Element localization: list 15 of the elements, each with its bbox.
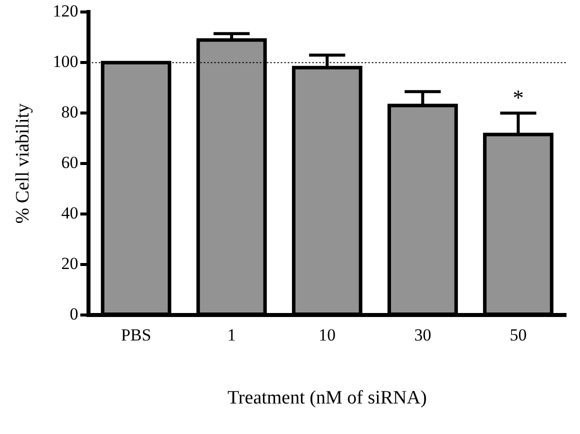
- y-tick-label: 40: [61, 203, 78, 222]
- x-tick-label: 10: [318, 325, 336, 344]
- y-axis-title: % Cell viability: [12, 102, 34, 224]
- y-tick-label: 80: [61, 102, 78, 122]
- x-tick-label: 1: [227, 325, 236, 344]
- y-tick-label: 0: [70, 304, 78, 324]
- y-tick-label: 100: [52, 52, 78, 72]
- y-tick-label: 20: [61, 254, 78, 273]
- annotation: *: [512, 84, 524, 110]
- x-axis-title: Treatment (nM of siRNA): [227, 388, 427, 409]
- x-tick-label: 30: [414, 325, 432, 344]
- y-tick-label: 120: [52, 2, 78, 21]
- x-tick-label: 50: [510, 325, 527, 344]
- y-tick-label: 60: [61, 152, 78, 172]
- x-tick-label: PBS: [120, 325, 152, 344]
